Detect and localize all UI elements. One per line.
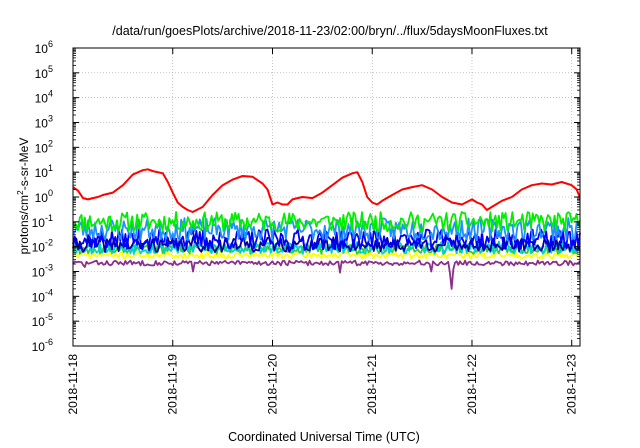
y-axis-label-base: protons/cm — [17, 195, 31, 254]
y-tick-base: 10 — [35, 117, 49, 131]
x-axis-label: Coordinated Universal Time (UTC) — [228, 430, 420, 444]
y-tick-label: 10-6 — [32, 337, 53, 354]
y-tick-base: 10 — [32, 340, 46, 354]
y-tick-label: 103 — [35, 114, 53, 131]
grid — [73, 48, 580, 346]
y-tick-base: 10 — [35, 191, 49, 205]
y-tick-exp: 6 — [48, 39, 53, 49]
y-tick-base: 10 — [35, 166, 49, 180]
y-tick-base: 10 — [35, 67, 49, 81]
y-tick-exp: -5 — [45, 312, 53, 322]
x-axis-ticks: 2018-11-18 2018-11-19 2018-11-20 2018-11-21… — [66, 48, 579, 415]
y-tick-exp: 5 — [48, 64, 53, 74]
y-tick-label: 10-3 — [32, 263, 53, 280]
y-axis-label: protons/cm2-s-sr-MeV — [15, 138, 31, 255]
y-tick-base: 10 — [32, 315, 46, 329]
y-tick-label: 10-4 — [32, 287, 53, 304]
y-axis-label-sup: 2 — [15, 190, 25, 195]
y-tick-exp: 3 — [48, 114, 53, 124]
y-tick-exp: -2 — [45, 238, 53, 248]
y-tick-label: 100 — [35, 188, 53, 205]
x-tick-label: 2018-11-22 — [465, 354, 479, 415]
series-line — [72, 259, 581, 290]
y-tick-exp: 2 — [48, 138, 53, 148]
y-tick-base: 10 — [35, 141, 49, 155]
y-tick-exp: -3 — [45, 263, 53, 273]
x-tick-label: 2018-11-19 — [166, 354, 180, 415]
y-tick-base: 10 — [35, 42, 49, 56]
x-tick-label: 2018-11-21 — [365, 354, 379, 415]
y-tick-exp: 1 — [48, 163, 53, 173]
y-tick-label: 10-1 — [32, 213, 53, 230]
plot-frame — [72, 47, 581, 347]
x-tick-label: 2018-11-20 — [265, 354, 279, 415]
x-tick-label: 2018-11-23 — [565, 354, 579, 415]
y-tick-exp: -4 — [45, 287, 53, 297]
y-tick-exp: 4 — [48, 89, 53, 99]
y-tick-label: 10-2 — [32, 238, 53, 255]
y-tick-base: 10 — [32, 266, 46, 280]
y-axis-ticks: 10-610-510-410-310-210-11001011021031041… — [32, 39, 580, 354]
x-tick-label: 2018-11-18 — [66, 354, 80, 415]
y-tick-base: 10 — [32, 241, 46, 255]
y-tick-label: 10-5 — [32, 312, 53, 329]
y-tick-base: 10 — [35, 92, 49, 106]
series-lines — [72, 168, 581, 290]
y-tick-label: 101 — [35, 163, 53, 180]
y-tick-label: 105 — [35, 64, 53, 81]
series-line — [72, 168, 581, 213]
y-tick-label: 106 — [35, 39, 53, 56]
y-axis-label-rest: -s-sr-MeV — [17, 138, 31, 191]
chart-title: /data/run/goesPlots/archive/2018-11-23/0… — [112, 24, 548, 38]
series-line — [72, 217, 581, 242]
y-tick-label: 104 — [35, 89, 53, 106]
y-tick-base: 10 — [32, 290, 46, 304]
y-tick-exp: 0 — [48, 188, 53, 198]
y-tick-base: 10 — [32, 216, 46, 230]
y-tick-label: 102 — [35, 138, 53, 155]
series-line — [72, 211, 581, 233]
y-tick-exp: -6 — [45, 337, 53, 347]
series-line — [72, 251, 581, 260]
y-tick-exp: -1 — [45, 213, 53, 223]
